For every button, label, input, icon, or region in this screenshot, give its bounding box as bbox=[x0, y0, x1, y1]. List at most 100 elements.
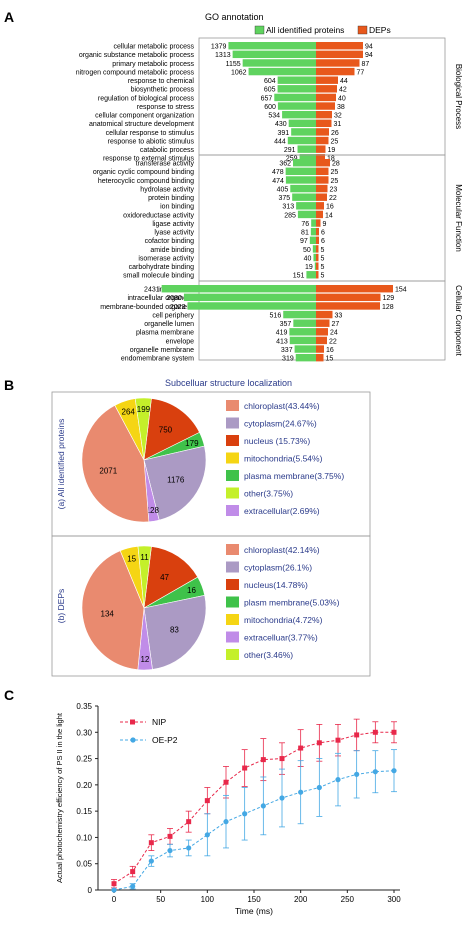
value-label-deps: 9 bbox=[323, 221, 327, 228]
value-label-all: 534 bbox=[268, 113, 280, 120]
value-label-deps: 23 bbox=[330, 186, 338, 193]
pie-legend-label: plasm membrane(5.03%) bbox=[244, 598, 340, 608]
go-term-label: carbohydrate binding bbox=[129, 264, 194, 271]
bar-all bbox=[242, 59, 316, 67]
bar-all bbox=[306, 271, 316, 279]
data-point bbox=[223, 819, 229, 825]
data-point bbox=[316, 784, 322, 791]
bar-all bbox=[310, 227, 316, 236]
bar-deps bbox=[316, 262, 319, 270]
bar-deps bbox=[316, 136, 329, 145]
value-label-deps: 25 bbox=[331, 169, 339, 176]
bar-deps bbox=[316, 110, 332, 119]
y-tick-label: 0.20 bbox=[76, 781, 92, 790]
bar-all bbox=[297, 210, 316, 219]
value-label-deps: 31 bbox=[334, 121, 342, 128]
x-tick-label: 200 bbox=[294, 895, 308, 904]
data-point bbox=[279, 756, 285, 762]
pie-slice bbox=[81, 550, 145, 671]
bar-deps bbox=[316, 336, 327, 345]
go-term-label: lyase activity bbox=[154, 230, 194, 237]
value-label-all: 151 bbox=[293, 273, 305, 280]
pie-legend-swatch bbox=[226, 417, 239, 429]
data-point bbox=[167, 847, 173, 854]
x-tick-label: 300 bbox=[387, 895, 401, 904]
value-label-deps: 25 bbox=[331, 178, 339, 185]
value-label-all: 1062 bbox=[231, 69, 247, 76]
go-term-label: organelle lumen bbox=[144, 321, 194, 328]
data-point bbox=[372, 729, 378, 735]
value-label-all: 391 bbox=[277, 130, 289, 137]
pie-legend-label: mitochondria(5.54%) bbox=[244, 454, 323, 464]
go-term-label: organic substance metabolic process bbox=[79, 52, 195, 59]
panel-letter: A bbox=[4, 9, 14, 25]
value-label-all: 430 bbox=[275, 121, 287, 128]
bar-all bbox=[299, 154, 316, 162]
bar-deps bbox=[316, 353, 324, 362]
value-label-deps: 18 bbox=[327, 156, 335, 163]
value-label-all: 97 bbox=[300, 238, 308, 245]
data-point bbox=[354, 771, 360, 777]
data-point bbox=[298, 789, 304, 795]
x-tick-label: 150 bbox=[247, 895, 261, 904]
go-term-label: envelope bbox=[166, 338, 195, 345]
value-label-all: 313 bbox=[282, 204, 294, 211]
pie-slice-label: 16 bbox=[187, 586, 196, 595]
data-point bbox=[335, 737, 341, 743]
pie-slice bbox=[143, 594, 207, 670]
data-point bbox=[167, 833, 173, 839]
value-label-all: 319 bbox=[282, 356, 294, 363]
go-term-label: cell periphery bbox=[152, 312, 194, 319]
pie-legend-label: chloroplast(42.14%) bbox=[244, 545, 320, 555]
bar-deps bbox=[316, 128, 329, 136]
bar-deps bbox=[316, 119, 332, 127]
x-axis-label: Time (ms) bbox=[235, 906, 273, 916]
bar-all bbox=[282, 110, 316, 119]
bar-all bbox=[289, 336, 316, 345]
bar-all bbox=[296, 202, 316, 210]
go-term-label: cellular response to stimulus bbox=[106, 130, 195, 137]
data-point bbox=[260, 757, 266, 763]
pie-legend-swatch bbox=[226, 544, 239, 555]
pie-legend-swatch bbox=[226, 400, 239, 411]
value-label-all: 259 bbox=[286, 156, 298, 163]
bar-all bbox=[274, 93, 316, 102]
go-term-label: response to external stimulus bbox=[103, 156, 195, 163]
pie-legend-swatch bbox=[226, 596, 239, 608]
pie-slice-label: 1176 bbox=[167, 475, 185, 484]
go-term-label: hydrolase activity bbox=[140, 186, 194, 193]
pie-slice bbox=[143, 398, 200, 461]
data-point bbox=[391, 768, 397, 774]
value-label-deps: 94 bbox=[365, 44, 373, 51]
value-label-all: 1379 bbox=[211, 44, 227, 51]
bar-deps bbox=[316, 167, 329, 176]
value-label-all: 362 bbox=[279, 161, 291, 168]
pie-slice-label: 179 bbox=[185, 439, 199, 448]
value-label-all: 76 bbox=[301, 221, 309, 228]
value-label-all: 357 bbox=[280, 321, 292, 328]
pie-slice bbox=[134, 397, 152, 461]
bar-all bbox=[277, 85, 316, 93]
go-term-label: response to chemical bbox=[128, 78, 195, 85]
value-label-deps: 6 bbox=[321, 230, 325, 237]
pie-side-label: (b) DEPs bbox=[56, 589, 66, 623]
bar-deps bbox=[316, 302, 380, 310]
data-point bbox=[111, 881, 117, 887]
bar-all bbox=[187, 302, 316, 310]
go-term-label: isomerase activity bbox=[138, 255, 194, 262]
pie-legend-swatch bbox=[226, 631, 239, 643]
y-axis-label: Actual photochemistry efficiency of PS I… bbox=[55, 712, 64, 883]
bar-all bbox=[289, 328, 316, 336]
bar-all bbox=[288, 119, 316, 127]
bar-deps bbox=[316, 159, 330, 167]
pie-legend-swatch bbox=[226, 561, 239, 573]
value-label-deps: 5 bbox=[321, 255, 325, 262]
go-term-label: plasma membrane bbox=[136, 330, 194, 337]
go-term-label: biosynthetic process bbox=[131, 87, 195, 94]
bar-deps bbox=[316, 319, 330, 327]
data-point bbox=[298, 745, 304, 751]
panel-c: C 0 50 100 150 200 250 300 0 0.05 0.10 0.15 0.20 0.25… bbox=[4, 687, 401, 916]
value-label-all: 413 bbox=[276, 338, 288, 345]
pie-legend-swatch bbox=[226, 614, 239, 625]
